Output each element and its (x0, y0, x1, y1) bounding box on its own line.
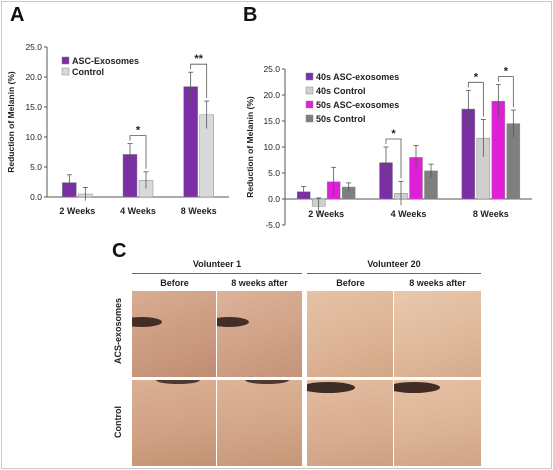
photo-v20-control-after (394, 380, 481, 466)
timepoint-after-20: 8 weeks after (409, 278, 466, 288)
volunteer-1-header: Volunteer 1 (192, 259, 242, 269)
photo-v1-control-before (132, 380, 216, 466)
volunteer-20-header: Volunteer 20 (367, 259, 421, 269)
photo-v20-exosomes-after (394, 291, 481, 377)
row-label-control: Control (113, 406, 123, 438)
panel-label-c: C (112, 240, 127, 262)
panel-label-b: B (243, 4, 258, 26)
photo-v1-control-after (217, 380, 302, 466)
timepoint-after-1: 8 weeks after (231, 278, 288, 288)
photo-v20-exosomes-before (307, 291, 393, 377)
timepoint-before-20: Before (336, 278, 365, 288)
panel-label-a: A (10, 4, 25, 26)
photo-v20-control-before (307, 380, 393, 466)
eye-shadow (156, 380, 200, 384)
row-label-exosomes: ACS-exosomes (113, 297, 123, 364)
timepoint-before-1: Before (160, 278, 189, 288)
photo-v1-exosomes-after (217, 291, 302, 377)
eye-shadow (132, 317, 162, 327)
eye-shadow (217, 317, 249, 327)
header-rule-2 (307, 273, 481, 274)
header-rule-1 (132, 273, 302, 274)
eye-shadow (394, 382, 440, 393)
eye-shadow (307, 382, 355, 393)
photo-v1-exosomes-before (132, 291, 216, 377)
eye-shadow (245, 380, 289, 384)
